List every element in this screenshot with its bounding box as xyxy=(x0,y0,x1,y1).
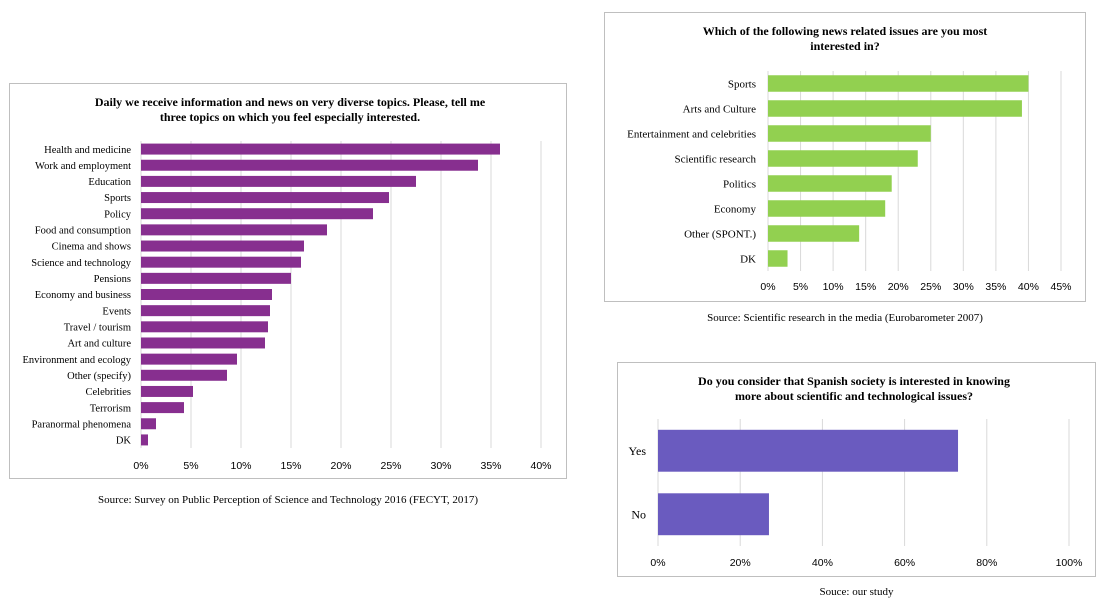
bar xyxy=(141,208,373,220)
bar xyxy=(141,256,301,268)
bar xyxy=(141,353,237,365)
category-label: Sports xyxy=(728,78,756,90)
bar xyxy=(141,224,327,236)
bar xyxy=(141,321,268,333)
chart-title-line: interested in? xyxy=(810,39,879,53)
category-label: Economy xyxy=(714,203,757,215)
x-tick-label: 80% xyxy=(976,557,997,569)
category-label: Sports xyxy=(104,193,131,204)
bar xyxy=(768,175,892,192)
bar xyxy=(141,289,272,300)
chart-panel-topics: Daily we receive information and news on… xyxy=(9,83,567,479)
chart-title-line: Daily we receive information and news on… xyxy=(95,95,486,109)
category-label: DK xyxy=(116,436,132,447)
category-label: Yes xyxy=(629,444,647,458)
x-tick-label: 0% xyxy=(133,460,148,472)
x-tick-label: 0% xyxy=(650,557,665,569)
bar xyxy=(141,369,227,381)
bar xyxy=(141,418,156,430)
category-label: Cinema and shows xyxy=(52,242,131,253)
x-tick-label: 20% xyxy=(888,281,909,293)
x-tick-label: 15% xyxy=(280,460,301,472)
category-label: Other (SPONT.) xyxy=(684,228,756,240)
x-tick-label: 25% xyxy=(920,281,941,293)
x-tick-label: 25% xyxy=(380,460,401,472)
bar xyxy=(141,175,416,187)
bar xyxy=(141,385,193,397)
chart-title-line: Which of the following news related issu… xyxy=(703,24,988,38)
category-label: Education xyxy=(88,177,131,188)
chart-title-line: Do you consider that Spanish society is … xyxy=(698,374,1010,388)
x-tick-label: 40% xyxy=(812,557,833,569)
bar xyxy=(768,75,1029,92)
x-tick-label: 5% xyxy=(183,460,198,472)
chart-topics-source: Source: Survey on Public Perception of S… xyxy=(97,494,479,506)
category-label: Travel / tourism xyxy=(64,322,131,333)
bar xyxy=(141,192,389,204)
bar xyxy=(658,493,769,536)
bar xyxy=(141,159,478,171)
category-label: DK xyxy=(740,253,756,265)
chart-panel-news-issues: Which of the following news related issu… xyxy=(604,12,1086,302)
bar xyxy=(768,225,860,242)
category-label: Work and employment xyxy=(35,161,131,172)
category-label: Science and technology xyxy=(31,258,131,269)
bar xyxy=(768,150,918,167)
category-label: Terrorism xyxy=(90,403,131,414)
x-tick-label: 60% xyxy=(894,557,915,569)
category-label: Health and medicine xyxy=(44,145,131,156)
bar xyxy=(141,143,500,155)
x-tick-label: 0% xyxy=(760,281,775,293)
category-label: Environment and ecology xyxy=(23,355,132,366)
bar xyxy=(141,402,184,414)
bar xyxy=(768,100,1022,117)
bar xyxy=(141,305,270,317)
bar xyxy=(768,125,931,142)
x-tick-label: 40% xyxy=(1018,281,1039,293)
x-tick-label: 40% xyxy=(530,460,551,472)
chart-news-issues-source: Source: Scientific research in the media… xyxy=(707,312,983,324)
category-label: Events xyxy=(102,306,131,317)
chart-title-line: more about scientific and technological … xyxy=(735,389,973,403)
x-tick-label: 45% xyxy=(1050,281,1071,293)
category-label: Arts and Culture xyxy=(683,103,756,115)
chart-panel-spanish-society: Do you consider that Spanish society is … xyxy=(617,362,1096,577)
category-label: Politics xyxy=(723,178,756,190)
category-label: Entertainment and celebrities xyxy=(627,128,756,140)
x-tick-label: 30% xyxy=(953,281,974,293)
category-label: No xyxy=(631,507,646,521)
chart-spanish-society-source: Souce: our study xyxy=(819,586,894,598)
bar xyxy=(141,337,265,349)
category-label: Art and culture xyxy=(67,339,131,350)
chart-title-line: three topics on which you feel especiall… xyxy=(160,110,420,124)
x-tick-label: 100% xyxy=(1056,557,1083,569)
chart-spanish-society: Do you consider that Spanish society is … xyxy=(629,374,1083,569)
bar xyxy=(658,429,959,472)
x-tick-label: 10% xyxy=(230,460,251,472)
chart-topics: Daily we receive information and news on… xyxy=(23,95,552,472)
chart-news-issues: Which of the following news related issu… xyxy=(627,24,1071,293)
x-tick-label: 15% xyxy=(855,281,876,293)
bar xyxy=(141,272,291,284)
x-tick-label: 5% xyxy=(793,281,808,293)
category-label: Policy xyxy=(104,209,132,220)
x-tick-label: 20% xyxy=(730,557,751,569)
bar xyxy=(768,250,788,267)
category-label: Paranormal phenomena xyxy=(32,419,132,430)
category-label: Scientific research xyxy=(674,153,756,165)
x-tick-label: 35% xyxy=(480,460,501,472)
x-tick-label: 35% xyxy=(985,281,1006,293)
bar xyxy=(141,240,304,252)
category-label: Food and consumption xyxy=(35,226,132,237)
category-label: Celebrities xyxy=(86,387,132,398)
bar xyxy=(141,434,148,446)
x-tick-label: 30% xyxy=(430,460,451,472)
category-label: Other (specify) xyxy=(67,371,131,382)
x-tick-label: 10% xyxy=(823,281,844,293)
category-label: Economy and business xyxy=(35,290,131,301)
category-label: Pensions xyxy=(94,274,131,285)
x-tick-label: 20% xyxy=(330,460,351,472)
bar xyxy=(768,200,886,217)
